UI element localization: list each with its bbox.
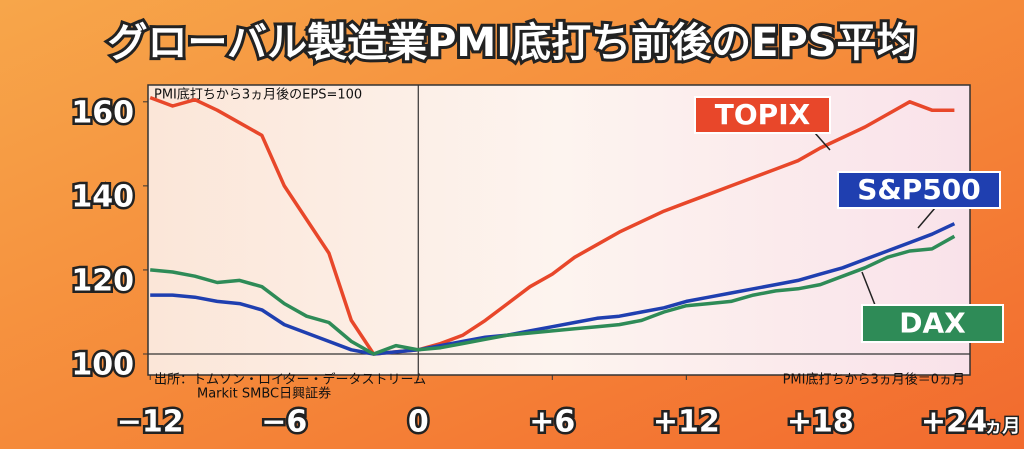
legend-pointer	[814, 132, 831, 151]
x-tick-label: 0	[408, 405, 429, 440]
x-tick-label: −6	[261, 405, 307, 440]
x-tick-label: +18	[787, 405, 854, 440]
x-unit: ヵ月	[984, 416, 1020, 437]
x-tick-label: +24	[921, 405, 988, 440]
legend-box	[861, 304, 1004, 343]
annotation: 出所：トムソン・ロイター・データストリーム	[154, 372, 426, 388]
y-tick-label: 160	[71, 95, 134, 130]
legend-pointer	[917, 207, 936, 229]
y-tick-label: 120	[71, 263, 134, 298]
annotation: Markit SMBC日興証券	[197, 386, 331, 402]
annotation: PMI底打ちから3ヵ月後のEPS=100	[154, 87, 362, 103]
annotation: PMI底打ちから3ヵ月後＝0ヵ月	[783, 372, 965, 388]
y-tick-label: 100	[71, 347, 134, 382]
series-line	[149, 95, 955, 356]
x-tick-label: +12	[653, 405, 720, 440]
legend-box	[837, 171, 1001, 209]
chart-title: グローバル製造業PMI底打ち前後のEPS平均	[107, 20, 916, 66]
series-line	[150, 234, 956, 356]
legend-label: DAX	[899, 307, 966, 340]
legend-box	[694, 96, 831, 134]
legend-label: TOPIX	[715, 98, 811, 131]
x-tick-label: +6	[529, 405, 575, 440]
legend-pointer	[861, 271, 876, 306]
y-tick-label: 140	[71, 179, 134, 214]
x-tick-label: −12	[117, 405, 184, 440]
series-line	[150, 222, 956, 356]
legend-label: S&P500	[857, 173, 981, 206]
